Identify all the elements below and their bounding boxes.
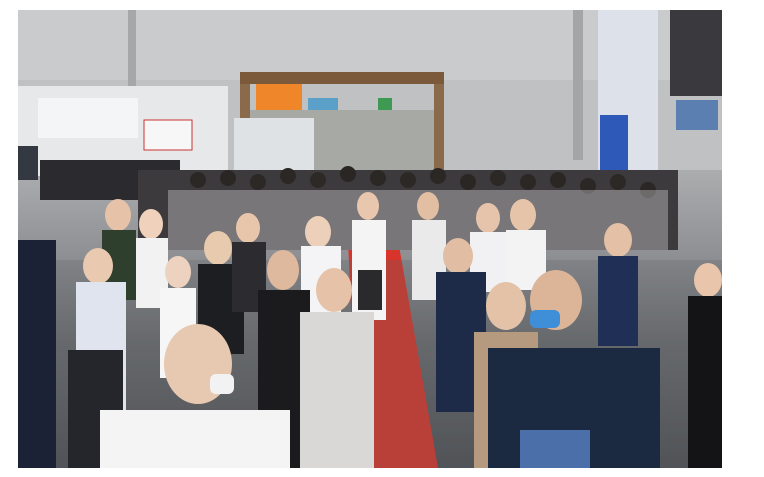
booth-panel (38, 98, 138, 138)
crowd-scene (18, 10, 722, 468)
green-exit-sign (378, 98, 392, 110)
booth-screen (676, 100, 718, 130)
dark-sign (670, 10, 722, 96)
column (128, 10, 136, 100)
blue-banner (600, 115, 628, 175)
gate-beam (240, 72, 444, 84)
gate-post (434, 84, 444, 174)
trade-show-crowd-photo (18, 10, 722, 468)
column (573, 10, 583, 160)
midground-people (18, 192, 722, 468)
foreground-people (100, 250, 660, 468)
booth-panel (234, 118, 314, 174)
booth-sign (143, 119, 193, 151)
monitor (18, 146, 38, 180)
blue-face-mask (530, 310, 560, 328)
